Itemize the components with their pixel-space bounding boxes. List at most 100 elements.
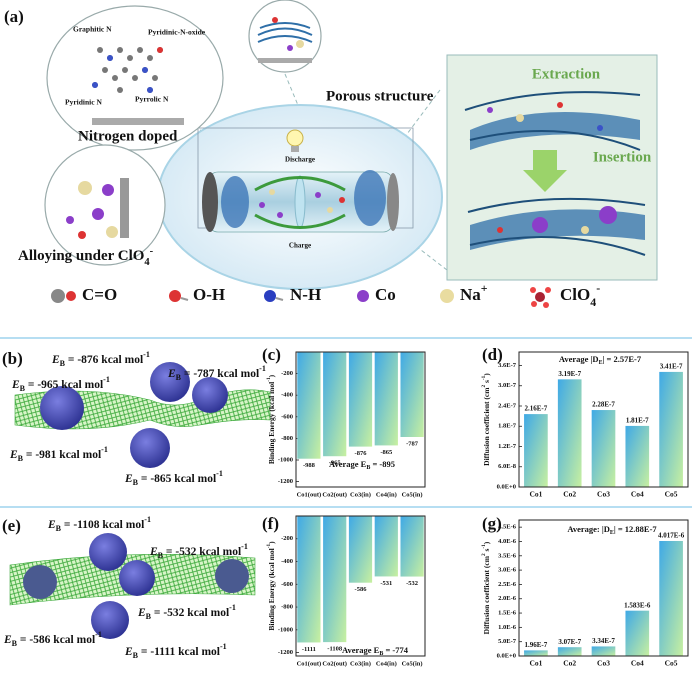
energy-label-part: -1 — [95, 630, 102, 639]
y-axis-label: Binding Energy (kcal mol-1) — [266, 374, 276, 464]
energy-label: EB = -532 kcal mol-1 — [149, 542, 248, 560]
energy-label-part: -1 — [216, 469, 223, 478]
y-tick-label: -400 — [281, 558, 293, 565]
bar — [348, 516, 373, 583]
y-tick-label: 4.5E-6 — [498, 524, 517, 531]
value-label: 2.28E-7 — [592, 401, 615, 409]
y-axis-label: Diffusion coefficient (cm2 s-1) — [481, 373, 491, 466]
legend-label-part: C=O — [82, 285, 117, 304]
annotation-part: Alloying under ClO — [18, 248, 144, 264]
y-tick-label: 1.8E-7 — [498, 423, 517, 430]
y-tick-label: -600 — [281, 581, 293, 588]
value-label: -1111 — [302, 646, 316, 653]
x-tick-label: Co4(in) — [376, 491, 397, 498]
energy-label-part: -1 — [143, 350, 150, 359]
value-label: 4.017E-6 — [658, 532, 685, 540]
energy-label-part: B — [158, 551, 164, 560]
panel-a-art — [44, 0, 658, 290]
bar — [625, 425, 650, 487]
annotation-part: - — [150, 246, 154, 257]
energy-label-part: = -532 kcal mol — [163, 546, 241, 558]
energy-label-part: B — [18, 454, 24, 463]
value-label: 1.583E-6 — [624, 601, 651, 609]
energy-label: EB = -981 kcal mol-1 — [9, 445, 108, 463]
x-tick-label: Co4 — [631, 659, 644, 668]
y-tick-label: 1.0E-6 — [498, 624, 517, 631]
value-label: 3.07E-7 — [558, 638, 581, 646]
bar — [400, 516, 424, 577]
bar — [323, 516, 347, 643]
annotation-part: E — [610, 530, 614, 536]
y-axis-label-part: -1 — [481, 375, 487, 380]
y-tick-label: -200 — [281, 370, 293, 377]
energy-label-part: -1 — [144, 515, 151, 524]
value-label: 3.19E-7 — [558, 370, 581, 378]
energy-label-part: -1 — [229, 603, 236, 612]
bar — [524, 650, 548, 656]
energy-label-part: E — [51, 354, 60, 366]
annotation: Average EB = -895 — [329, 459, 395, 471]
panel-label: (a) — [4, 7, 24, 26]
energy-label-part: E — [137, 607, 146, 619]
value-label: -876 — [355, 450, 368, 457]
y-tick-label: 2.4E-7 — [498, 402, 517, 409]
annotation-part: B — [366, 465, 370, 471]
x-tick-label: Co3(in) — [350, 491, 371, 498]
x-tick-label: Co4(in) — [376, 660, 397, 667]
bar — [374, 352, 398, 446]
legend-label: O-H — [193, 285, 225, 304]
plot-frame — [518, 519, 689, 657]
x-tick-label: Co2 — [563, 490, 576, 499]
value-label: -865 — [380, 449, 393, 456]
y-axis-label-part: s — [482, 380, 491, 385]
annotation: Average: |DE| = 12.88E-7 — [567, 524, 657, 536]
annotation-part: | = 12.88E-7 — [614, 524, 658, 534]
value-label: -586 — [355, 586, 368, 593]
energy-label-part: B — [176, 373, 182, 382]
plot-frame — [295, 351, 426, 488]
y-axis-label-part: Binding Energy (kcal mol — [267, 548, 276, 630]
energy-label-part: E — [149, 546, 158, 558]
y-axis-label-part: Binding Energy (kcal mol — [267, 382, 276, 464]
x-tick-label: Co1 — [529, 490, 542, 499]
y-tick-label: 3.5E-6 — [498, 552, 517, 559]
energy-label-part: E — [3, 634, 12, 646]
y-tick-label: 3.0E-6 — [498, 567, 517, 574]
y-axis-label-part: ) — [267, 374, 276, 377]
annotation-part: 4 — [144, 257, 150, 268]
y-axis-label: Diffusion coefficient (cm2 s-1) — [481, 541, 491, 634]
x-tick-label: Co1 — [529, 659, 542, 668]
legend-label: Na+ — [460, 281, 488, 304]
legend-label-part: O-H — [193, 285, 225, 304]
y-tick-label: -800 — [281, 435, 293, 442]
y-axis-label-part: s — [482, 548, 491, 553]
y-tick-label: -1200 — [278, 478, 293, 485]
legend-label-part: - — [596, 281, 600, 295]
y-axis-label: Binding Energy (kcal mol-1) — [266, 541, 276, 631]
x-tick-label: Co3(in) — [350, 660, 371, 667]
annotation: Graphitic N — [73, 25, 112, 34]
bar — [659, 540, 683, 656]
x-tick-label: Co1(out) — [297, 491, 322, 498]
energy-label-part: B — [60, 359, 66, 368]
value-label: 3.34E-7 — [592, 637, 615, 645]
legend-label-part: 4 — [590, 295, 596, 309]
annotation: Extraction — [532, 66, 601, 82]
energy-label-part: = -586 kcal mol — [17, 634, 95, 646]
legend-label: Co — [375, 285, 396, 304]
plot-frame — [518, 351, 689, 488]
energy-label: EB = -532 kcal mol-1 — [137, 603, 236, 621]
annotation-part: E — [599, 360, 603, 366]
x-tick-label: Co1(out) — [297, 660, 322, 667]
energy-label-part: -1 — [220, 642, 227, 651]
x-tick-label: Co3 — [597, 659, 610, 668]
energy-label-part: B — [133, 478, 139, 487]
x-tick-label: Co4 — [631, 490, 644, 499]
annotation: Nitrogen doped — [78, 128, 178, 144]
bar — [400, 352, 424, 437]
energy-label-part: = -876 kcal mol — [65, 354, 143, 366]
bar — [348, 352, 373, 447]
y-tick-label: 2.0E-6 — [498, 595, 517, 602]
y-axis-label-part: ) — [482, 541, 491, 544]
